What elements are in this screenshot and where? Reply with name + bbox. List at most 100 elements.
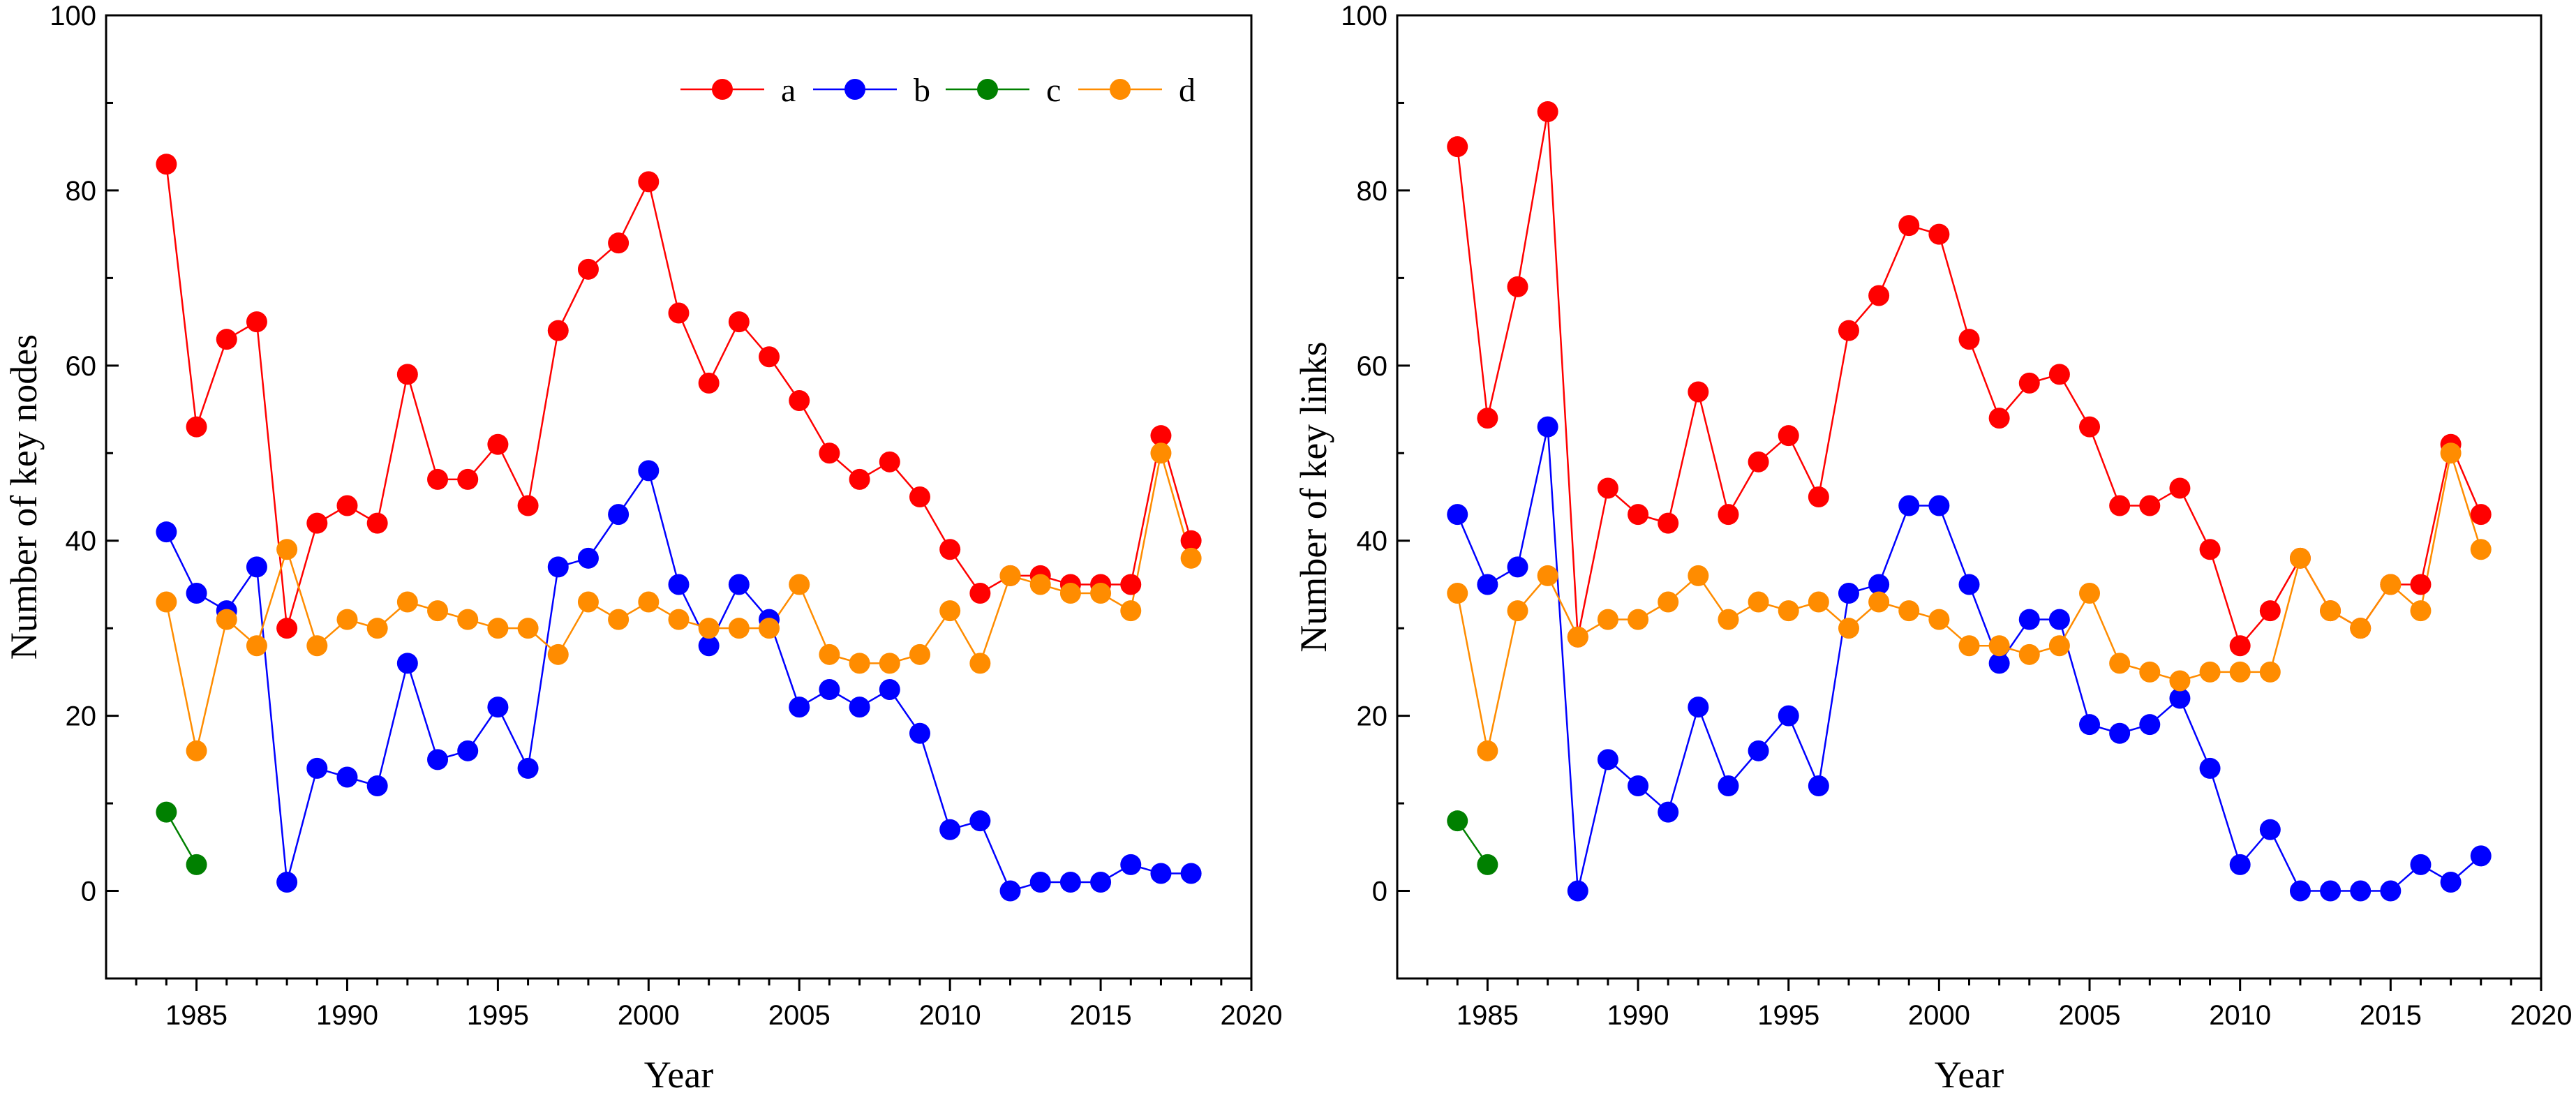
data-point-d	[1150, 442, 1172, 464]
series-line-b	[165, 468, 1191, 893]
data-point-a	[1477, 408, 1498, 429]
data-point-b	[1658, 801, 1679, 823]
data-point-d	[819, 643, 840, 665]
data-point-d	[156, 591, 177, 613]
data-point-a	[1537, 101, 1558, 122]
data-point-b	[668, 574, 690, 595]
data-point-b	[1180, 863, 1202, 884]
data-point-a	[2169, 477, 2191, 499]
data-point-b	[2109, 722, 2131, 744]
x-tick-label: 2010	[919, 1000, 981, 1031]
data-point-b	[879, 679, 900, 700]
data-point-d	[246, 635, 267, 657]
data-point-b	[427, 749, 449, 770]
data-point-b	[1778, 705, 1799, 727]
data-point-d	[1537, 565, 1558, 586]
data-point-a	[427, 468, 449, 490]
y-tick-label: 0	[81, 877, 96, 907]
x-axis-title: Year	[1935, 1054, 2004, 1096]
data-point-b	[336, 766, 358, 788]
data-point-a	[2470, 504, 2492, 526]
x-tick-label: 1985	[1457, 1000, 1519, 1031]
data-point-b	[849, 697, 870, 718]
data-point-a	[608, 232, 630, 254]
data-point-a	[336, 495, 358, 516]
data-point-b	[1597, 749, 1618, 770]
y-axis-title: Number of key links	[1293, 341, 1334, 652]
data-point-d	[427, 600, 449, 622]
data-point-b	[487, 697, 509, 718]
data-point-d	[2109, 653, 2131, 674]
data-point-a	[457, 468, 479, 490]
data-point-b	[1868, 574, 1890, 595]
data-point-a	[668, 302, 690, 324]
data-point-a	[2199, 539, 2221, 560]
y-axis-title: Number of key nodes	[3, 334, 45, 660]
data-point-c	[186, 854, 207, 875]
data-point-d	[849, 653, 870, 674]
chart-key-nodes: 0 20 40 60 80 100 1985 1990 1995 2000 2005 2010 2015…	[3, 1, 1282, 1096]
data-point-d	[1029, 574, 1051, 595]
data-point-a	[819, 442, 840, 464]
data-point-b	[698, 635, 720, 657]
data-point-a	[1688, 381, 1709, 403]
data-point-b	[2470, 845, 2492, 867]
data-point-d	[1988, 635, 2010, 657]
data-point-d	[789, 574, 810, 595]
data-point-b	[999, 880, 1021, 902]
data-point-b	[1537, 416, 1558, 438]
y-tick-label: 40	[66, 526, 97, 557]
data-point-a	[216, 329, 237, 350]
data-point-a	[909, 486, 930, 507]
x-tick-label: 1990	[1607, 1000, 1669, 1031]
data-point-a	[1778, 425, 1799, 447]
data-point-d	[306, 635, 328, 657]
data-point-a	[1447, 136, 1468, 158]
data-point-a	[1838, 320, 1859, 341]
y-tick-label: 20	[66, 701, 97, 732]
data-point-b	[2320, 880, 2342, 902]
data-point-b	[1029, 872, 1051, 893]
data-point-d	[1507, 600, 1528, 622]
data-point-d	[2048, 635, 2070, 657]
data-point-b	[1059, 872, 1081, 893]
data-point-b	[366, 775, 388, 796]
data-point-a	[1658, 512, 1679, 534]
data-point-a	[2048, 364, 2070, 385]
data-point-d	[2350, 618, 2372, 639]
data-point-a	[2079, 416, 2101, 438]
data-point-b	[1447, 504, 1468, 526]
data-point-d	[1958, 635, 1980, 657]
x-tick-label: 2015	[2360, 1000, 2422, 1031]
data-point-b	[2350, 880, 2372, 902]
data-point-d	[2320, 600, 2342, 622]
data-point-a	[1180, 530, 1202, 551]
data-point-d	[1090, 583, 1112, 604]
data-point-a	[276, 618, 298, 639]
data-point-d	[2139, 661, 2161, 683]
data-point-d	[969, 653, 991, 674]
data-point-a	[1628, 504, 1649, 526]
data-point-d	[728, 618, 750, 639]
data-point-b	[577, 547, 599, 569]
data-point-b	[1628, 775, 1649, 796]
data-point-d	[1597, 609, 1618, 630]
data-point-a	[1150, 425, 1172, 447]
y-tick-label: 80	[1357, 176, 1388, 207]
data-point-b	[547, 556, 569, 578]
y-tick-label: 0	[1372, 877, 1387, 907]
data-point-a	[789, 390, 810, 411]
data-point-a	[246, 311, 267, 333]
data-point-d	[939, 600, 961, 622]
data-point-d	[1477, 740, 1498, 761]
data-point-d	[1059, 583, 1081, 604]
data-point-b	[1988, 653, 2010, 674]
data-point-b	[1507, 556, 1528, 578]
data-point-a	[1808, 486, 1829, 507]
data-point-d	[1748, 591, 1769, 613]
data-point-d	[336, 609, 358, 630]
data-point-a	[577, 258, 599, 280]
data-point-d	[1447, 583, 1468, 604]
data-point-a	[728, 311, 750, 333]
data-point-d	[2079, 583, 2101, 604]
